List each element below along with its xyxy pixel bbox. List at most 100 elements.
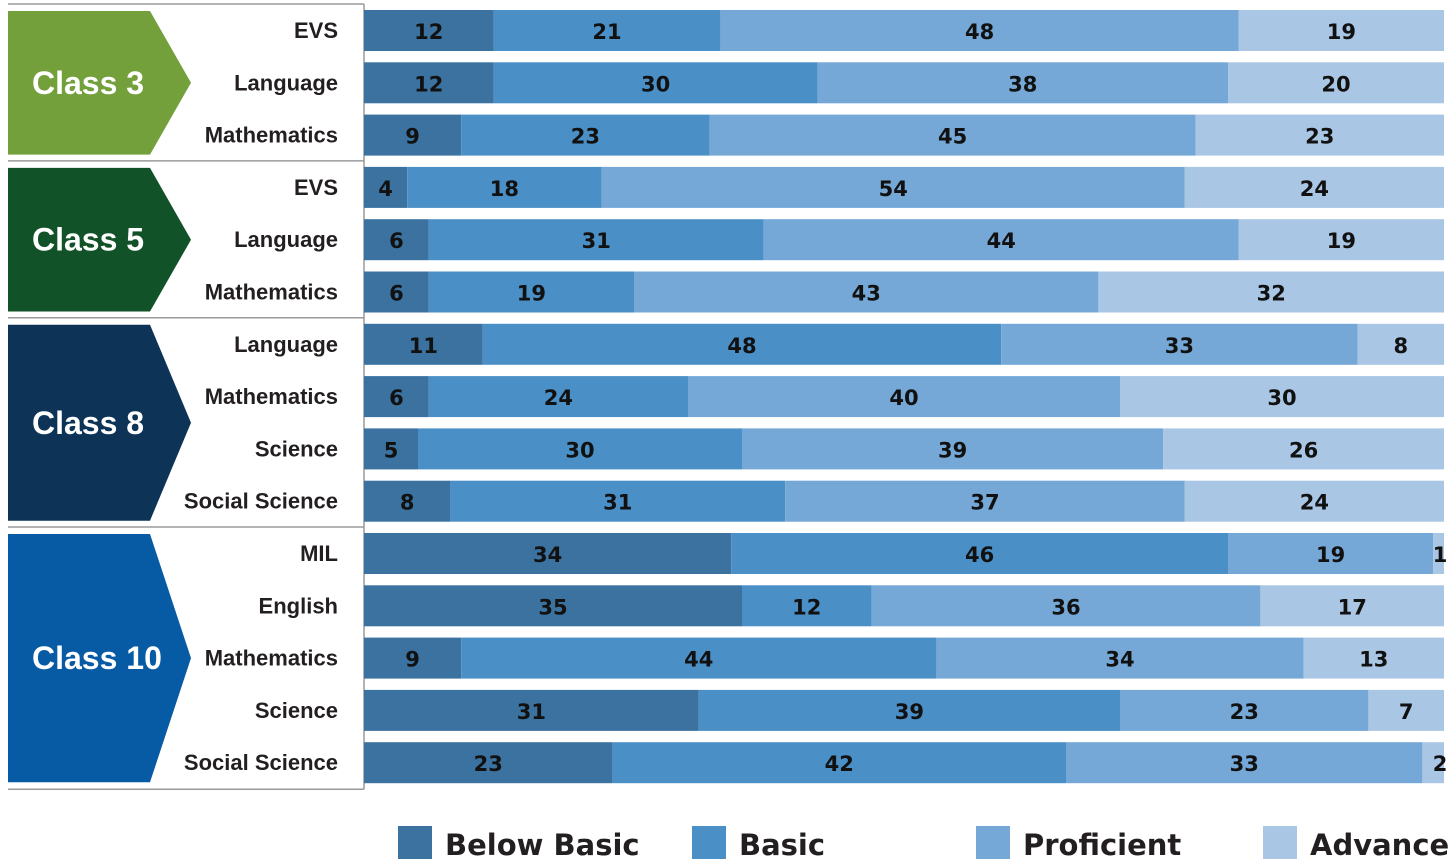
value-label: 36 (1051, 595, 1080, 619)
subject-label: Language (234, 70, 338, 95)
subject-label: EVS (294, 175, 338, 200)
value-label: 23 (1230, 700, 1259, 724)
value-label: 19 (1316, 543, 1345, 567)
bar-segment-proficient (1120, 689, 1369, 731)
bar-segment-proficient (936, 637, 1304, 679)
legend-label: Proficient (1023, 828, 1181, 859)
bar-segment-advance (1238, 219, 1444, 261)
bar-segment-below-basic (364, 585, 742, 627)
bar-segment-proficient (634, 271, 1099, 313)
value-label: 19 (1327, 229, 1356, 253)
bar-segment-below-basic (364, 114, 462, 156)
legend: Below Basic Basic Proficient Advance (398, 826, 1449, 859)
bar-segment-advance (1098, 271, 1444, 313)
value-label: 38 (1008, 72, 1037, 96)
subject-label: Social Science (184, 750, 338, 775)
bar-segment-below-basic (364, 323, 483, 365)
bar-segment-advance (1260, 585, 1444, 627)
value-label: 39 (895, 700, 924, 724)
value-label: 44 (684, 648, 713, 672)
value-label: 9 (405, 125, 420, 149)
subject-label: Social Science (184, 489, 338, 514)
value-label: 30 (1267, 386, 1296, 410)
bar-segment-basic (428, 219, 764, 261)
value-label: 32 (1257, 282, 1286, 306)
subject-label: Science (255, 698, 338, 723)
value-label: 42 (825, 752, 854, 776)
value-label: 11 (409, 334, 438, 358)
legend-swatch (398, 826, 432, 859)
class-label: Class 10 (32, 640, 162, 676)
value-label: 46 (965, 543, 994, 567)
subject-label: Mathematics (205, 123, 338, 148)
value-label: 8 (1393, 334, 1408, 358)
subject-label: Mathematics (205, 384, 338, 409)
legend-label: Below Basic (445, 828, 640, 859)
subject-label: Mathematics (205, 280, 338, 305)
subject-label: MIL (300, 541, 338, 566)
value-label: 8 (400, 491, 415, 515)
class-arrow-1 (8, 167, 191, 312)
bar-segment-basic (742, 585, 872, 627)
value-label: 30 (565, 438, 594, 462)
legend-swatch (976, 826, 1010, 859)
value-label: 31 (517, 700, 546, 724)
class-groups: Class 3 Class 5 Class 8 Class 10 (8, 3, 365, 790)
bar-segment-basic (493, 62, 818, 104)
bar-segment-basic (461, 637, 937, 679)
subject-label: Language (234, 227, 338, 252)
bar-segment-advance (1303, 637, 1444, 679)
value-label: 31 (603, 491, 632, 515)
value-label: 24 (1300, 177, 1329, 201)
class-label: Class 5 (32, 222, 144, 258)
legend-label: Basic (739, 828, 825, 859)
bar-segment-below-basic (364, 428, 418, 470)
bar-segment-proficient (601, 166, 1185, 208)
class-arrow-3 (8, 534, 191, 783)
value-label: 26 (1289, 438, 1318, 462)
subject-label: Language (234, 332, 338, 357)
value-label: 6 (389, 282, 404, 306)
value-label: 45 (938, 125, 967, 149)
bar-segment-advance (1184, 166, 1444, 208)
bar-segment-proficient (742, 428, 1164, 470)
value-label: 48 (965, 20, 994, 44)
subject-label: EVS (294, 18, 338, 43)
bar-segment-below-basic (364, 271, 429, 313)
bar-segment-below-basic (364, 10, 494, 51)
class-arrow-0 (8, 11, 191, 155)
value-label: 33 (1165, 334, 1194, 358)
bar-segment-basic (493, 10, 721, 51)
bar-segment-basic (450, 480, 786, 522)
bar-segment-advance (1228, 62, 1444, 104)
bar-segment-advance (1422, 742, 1444, 784)
value-label: 13 (1359, 648, 1388, 672)
value-label: 20 (1321, 72, 1350, 96)
value-label: 23 (571, 125, 600, 149)
value-label: 33 (1230, 752, 1259, 776)
bar-segment-advance (1368, 689, 1444, 731)
bar-segment-basic (612, 742, 1066, 784)
value-label: 44 (987, 229, 1016, 253)
bar-segment-proficient (785, 480, 1185, 522)
value-label: 4 (378, 177, 393, 201)
bar-segment-proficient (871, 585, 1261, 627)
value-label: 34 (1105, 648, 1134, 672)
value-label: 35 (538, 595, 567, 619)
value-label: 54 (879, 177, 908, 201)
value-label: 5 (384, 438, 399, 462)
value-label: 43 (852, 282, 881, 306)
bar-segment-basic (482, 323, 1002, 365)
bar-segment-advance (1357, 323, 1444, 365)
bar-segment-below-basic (364, 742, 613, 784)
value-label: 19 (1327, 20, 1356, 44)
subject-label: English (259, 593, 338, 618)
class-label: Class 3 (32, 65, 144, 101)
bar-segment-below-basic (364, 480, 451, 522)
bar-segment-basic (428, 376, 688, 418)
bar-segment-below-basic (364, 533, 732, 574)
bar-segment-below-basic (364, 376, 429, 418)
bar-segment-basic (418, 428, 742, 470)
